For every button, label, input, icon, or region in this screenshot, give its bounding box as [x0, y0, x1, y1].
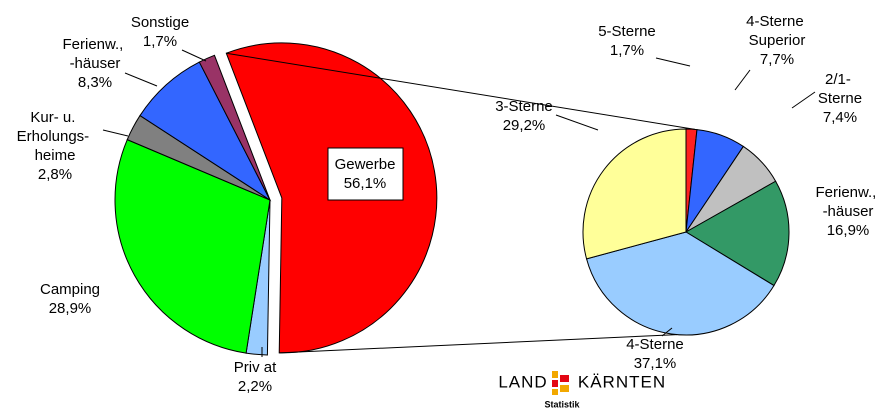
- leader-line: [791, 91, 816, 109]
- label-box: [327, 147, 404, 201]
- value-label: 37,1%: [634, 355, 677, 372]
- logo-left: LAND: [498, 372, 547, 391]
- logo-icon: [552, 389, 558, 395]
- value-label: 56,1%: [344, 175, 387, 192]
- category-label: Ferienw., -häuser: [815, 184, 880, 220]
- value-label: 2,8%: [38, 166, 72, 183]
- category-label: Priv at: [234, 359, 277, 376]
- value-label: 8,3%: [78, 74, 112, 91]
- value-label: 1,7%: [610, 42, 644, 59]
- value-label: 7,7%: [760, 51, 794, 68]
- pie-slice: [685, 180, 790, 287]
- pie-slice: [582, 128, 687, 260]
- leader-line: [555, 114, 599, 131]
- category-label: Kur- u. Erholungs- heime: [17, 109, 94, 164]
- leader-line: [655, 57, 691, 67]
- logo-sub: Statistik: [544, 399, 580, 409]
- category-label: Ferienw., -häuser: [62, 36, 127, 72]
- value-label: 7,4%: [823, 109, 857, 126]
- pie: [114, 42, 438, 356]
- leader-line: [734, 69, 751, 91]
- leader-line: [661, 327, 673, 337]
- leader-line: [181, 49, 207, 62]
- value-label: 1,7%: [143, 33, 177, 50]
- category-label: 4-Sterne Superior: [746, 13, 808, 49]
- connector-line: [226, 52, 696, 130]
- pie-slice: [198, 54, 271, 201]
- logo-icon: [560, 375, 569, 382]
- logo-right: KÄRNTEN: [578, 372, 666, 391]
- leader-line: [102, 129, 129, 137]
- category-label: 5-Sterne: [598, 23, 656, 40]
- category-label: 3-Sterne: [495, 98, 553, 115]
- value-label: 2,2%: [238, 378, 272, 395]
- logo-icon: [552, 380, 558, 387]
- logo-icon: [552, 371, 558, 378]
- pie-slice: [585, 231, 775, 336]
- pie-slice: [114, 138, 271, 354]
- logo-icon: [560, 385, 569, 392]
- category-label: Sonstige: [131, 14, 189, 31]
- value-label: 29,2%: [503, 117, 546, 134]
- value-label: 28,9%: [49, 300, 92, 317]
- category-label: Camping: [40, 281, 100, 298]
- pie: [582, 128, 790, 336]
- category-label: Gewerbe: [335, 156, 396, 173]
- connector-line: [279, 334, 678, 354]
- category-label: 2/1- Sterne: [818, 71, 862, 107]
- leader-line: [124, 72, 158, 87]
- value-label: 16,9%: [827, 222, 870, 239]
- category-label: 4-Sterne: [626, 336, 684, 353]
